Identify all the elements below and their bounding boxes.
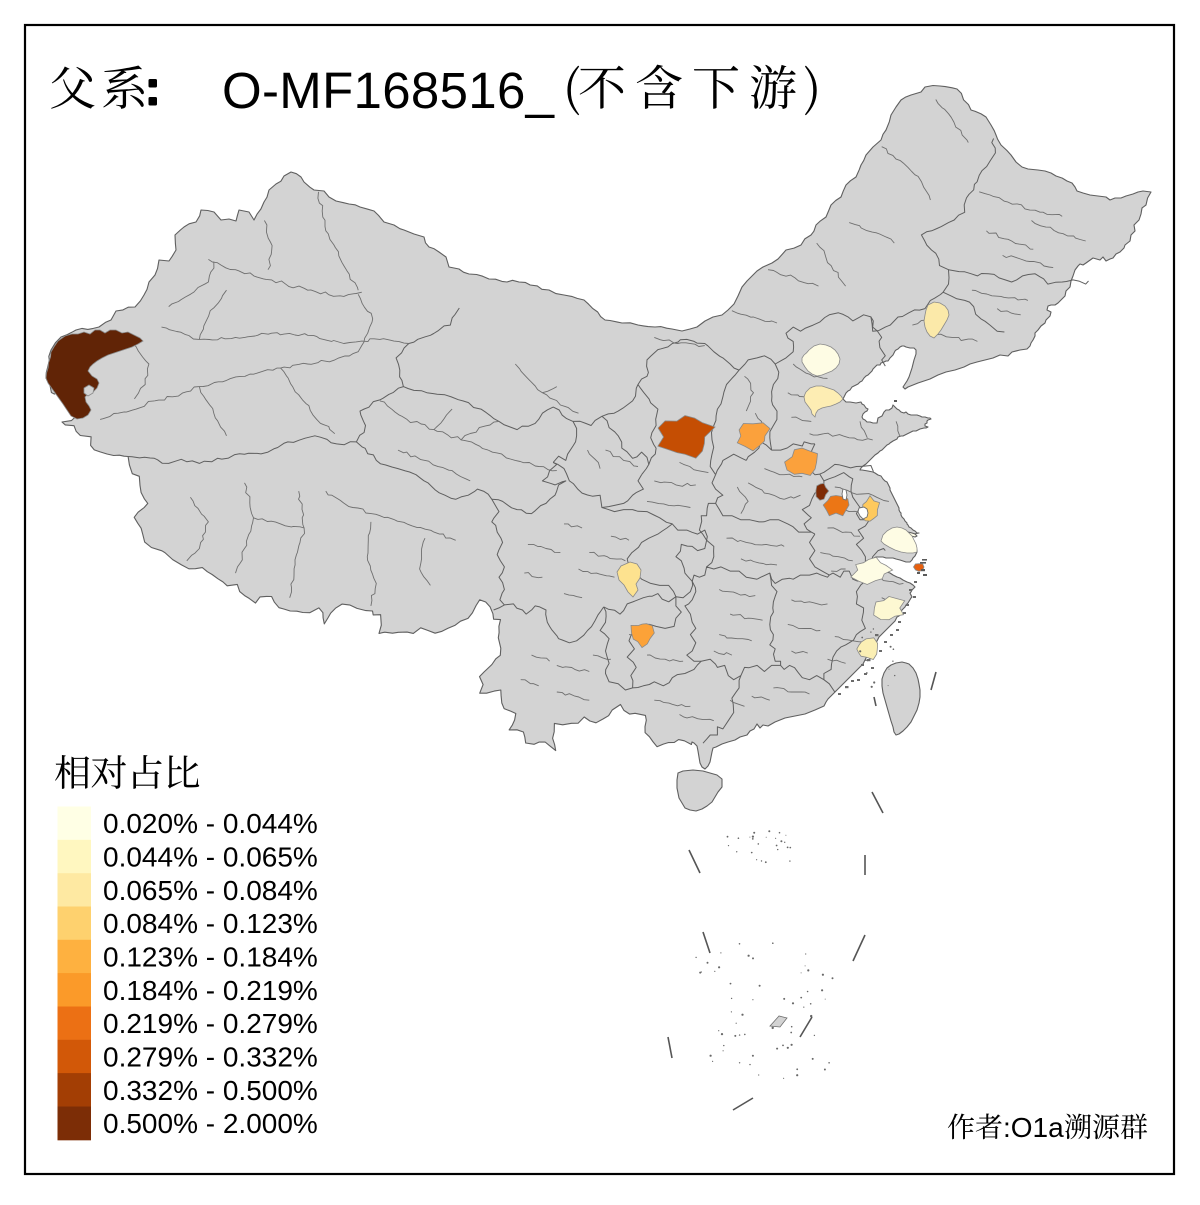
svg-text:0.184% - 0.219%: 0.184% - 0.219% xyxy=(103,975,318,1006)
svg-text:0.044% - 0.065%: 0.044% - 0.065% xyxy=(103,842,318,873)
svg-text:0.084% - 0.123%: 0.084% - 0.123% xyxy=(103,908,318,939)
svg-text:0.219% - 0.279%: 0.219% - 0.279% xyxy=(103,1008,318,1039)
svg-text:0.123% - 0.184%: 0.123% - 0.184% xyxy=(103,942,318,973)
svg-text:0.279% - 0.332%: 0.279% - 0.332% xyxy=(103,1042,318,1073)
svg-text::O1a: :O1a xyxy=(1003,1112,1064,1143)
svg-text:0.500% - 2.000%: 0.500% - 2.000% xyxy=(103,1108,318,1139)
svg-text:0.065% - 0.084%: 0.065% - 0.084% xyxy=(103,875,318,906)
svg-text:0.020% - 0.044%: 0.020% - 0.044% xyxy=(103,808,318,839)
svg-text:O-MF168516_: O-MF168516_ xyxy=(222,62,555,119)
svg-text:0.332% - 0.500%: 0.332% - 0.500% xyxy=(103,1075,318,1106)
